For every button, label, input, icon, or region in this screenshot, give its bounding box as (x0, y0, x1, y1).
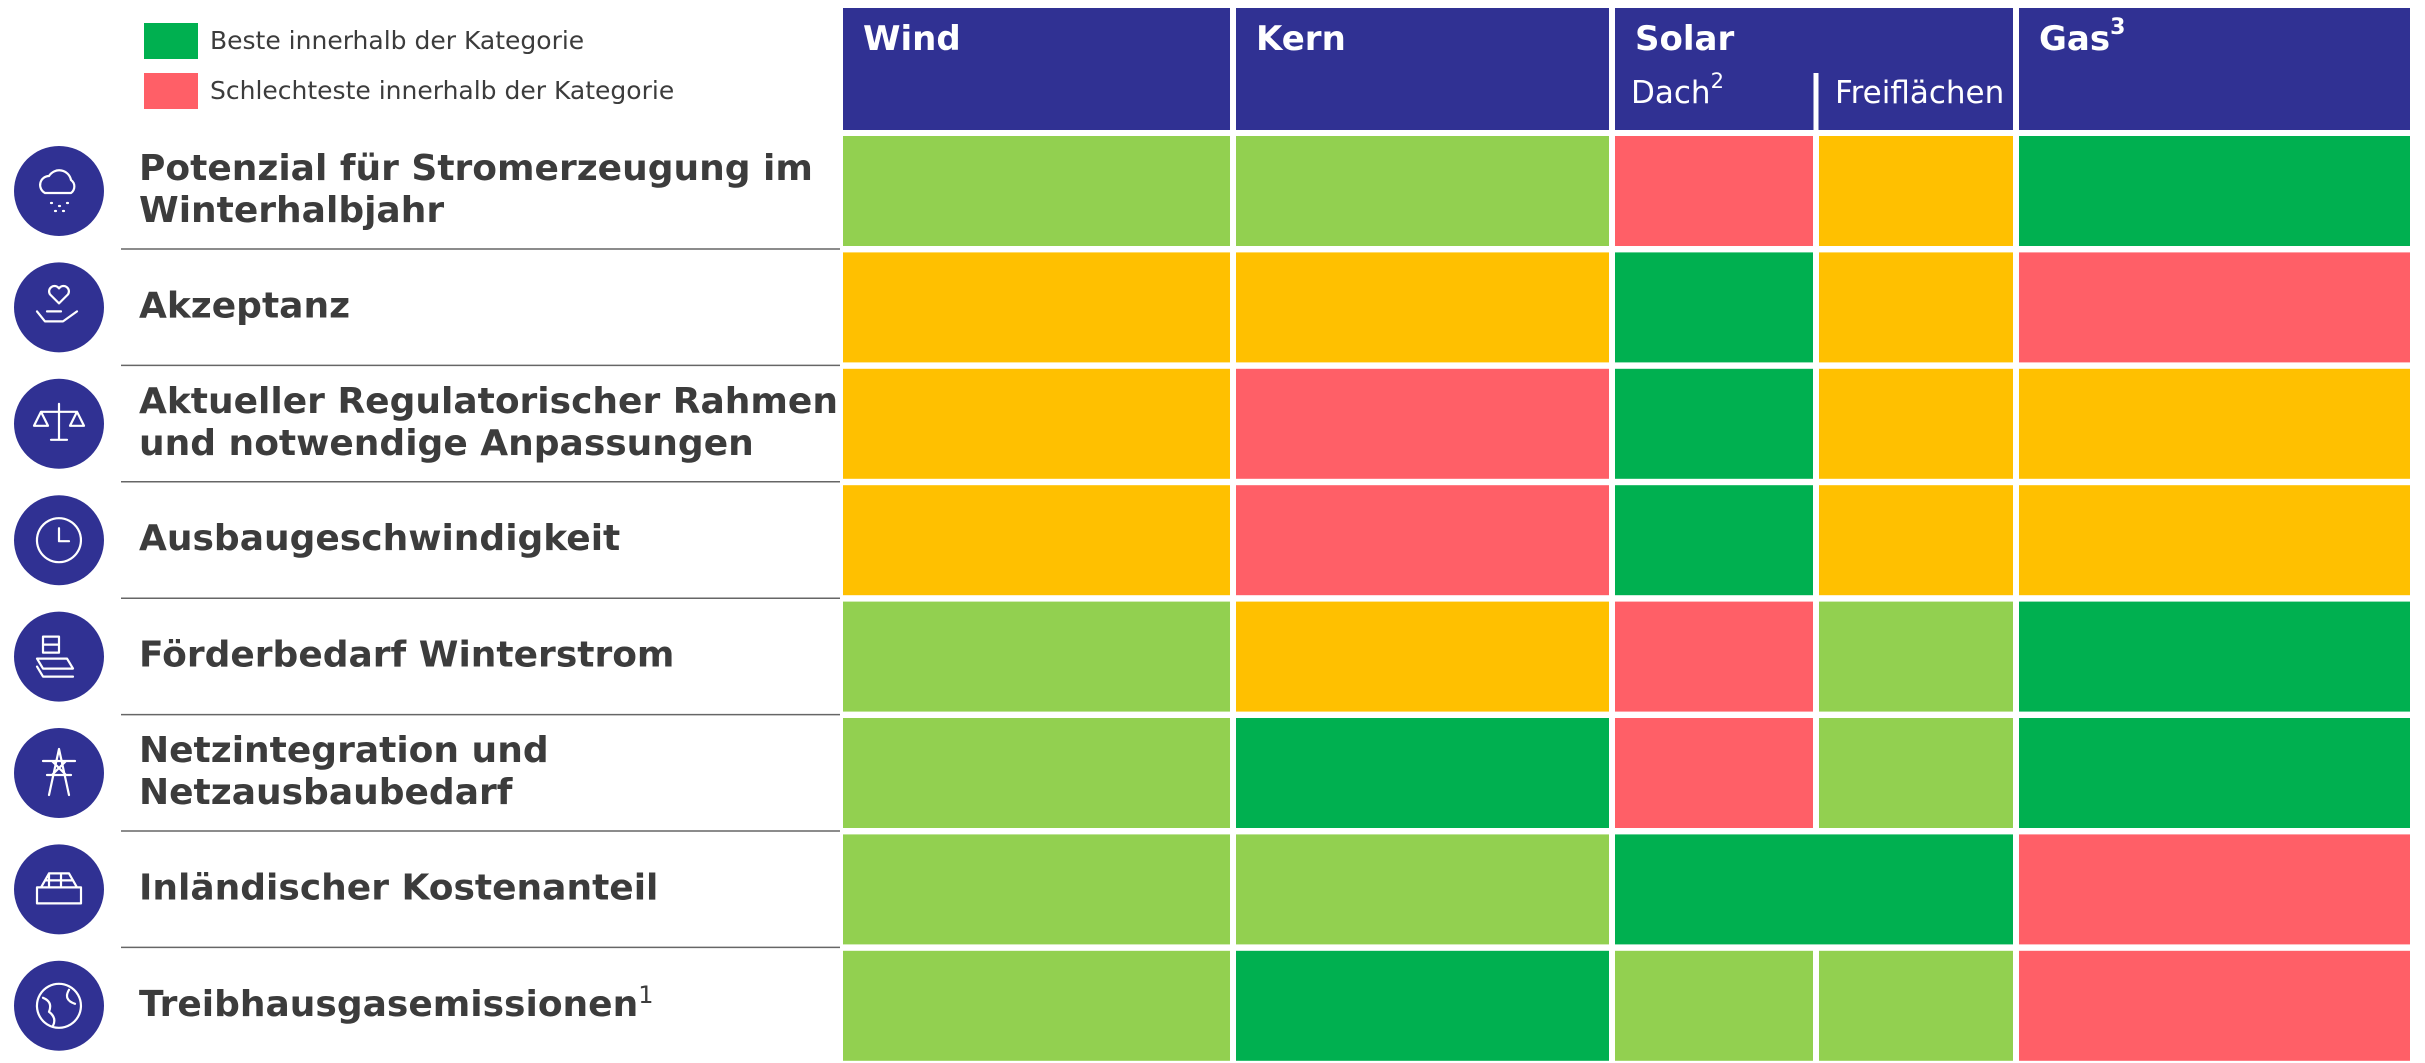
row-icon (35, 284, 79, 323)
rating-cell (1819, 718, 2013, 828)
rating-cell (843, 950, 1230, 1061)
rating-cell (2019, 368, 2410, 479)
column-header: Gas3 (2039, 15, 2125, 59)
rating-cell (2019, 950, 2410, 1061)
column-name: Wind (863, 19, 961, 59)
row-icon-bg (14, 146, 104, 236)
rating-cell (843, 136, 1230, 246)
rating-cell (1615, 718, 1813, 828)
rating-cell (1819, 368, 2013, 479)
row-label: und notwendige Anpassungen (139, 423, 754, 464)
rating-cell (1819, 950, 2013, 1061)
column-header: Solar (1635, 19, 1734, 59)
row-label: Netzausbaubedarf (139, 772, 513, 813)
legend-label: Schlechteste innerhalb der Kategorie (210, 76, 674, 105)
legend-swatch (144, 73, 198, 109)
row-label-text: Förderbedarf Winterstrom (139, 635, 674, 676)
row-icon (35, 982, 83, 1029)
rating-cell (1236, 136, 1609, 246)
row-label: Netzintegration und (139, 730, 549, 771)
row-icon-bg (14, 262, 104, 353)
footnote-mark: 2 (1711, 69, 1724, 93)
row-icon (41, 747, 77, 797)
footnote-mark: 1 (638, 981, 653, 1009)
row-label-text: Inländischer Kostenanteil (139, 867, 658, 908)
rating-cell (1819, 136, 2013, 246)
sub-header: Dach2 (1631, 69, 1724, 111)
rating-cell (1236, 485, 1609, 596)
row-label-text: und notwendige Anpassungen (139, 423, 754, 464)
header-cell (2019, 8, 2410, 130)
column-name: Solar (1635, 19, 1734, 59)
column-header: Kern (1256, 19, 1346, 59)
rating-cell (1819, 252, 2013, 363)
rating-cell (1615, 834, 2013, 945)
row-label: Potenzial für Stromerzeugung im (139, 148, 813, 189)
rating-cell (843, 718, 1230, 828)
rating-cell (1236, 950, 1609, 1061)
header-cell (843, 8, 1230, 130)
rating-cell (2019, 252, 2410, 363)
column-name: Gas (2039, 19, 2110, 59)
row-label-text: Aktueller Regulatorischer Rahmen (139, 381, 838, 422)
sub-name: Freiflächen (1835, 75, 2004, 111)
legend-label: Beste innerhalb der Kategorie (210, 26, 584, 55)
rating-cell (2019, 601, 2410, 712)
row-label-text: Netzausbaubedarf (139, 772, 513, 813)
rating-cell (2019, 136, 2410, 246)
row-label-text: Treibhausgasemissionen (139, 984, 638, 1025)
column-header: Wind (863, 19, 961, 59)
rating-cell (1236, 718, 1609, 828)
legend-swatch (144, 23, 198, 59)
row-label-text: Netzintegration und (139, 730, 549, 771)
row-icon (35, 517, 83, 564)
row-label: Ausbaugeschwindigkeit (139, 518, 620, 559)
row-label: Förderbedarf Winterstrom (139, 635, 674, 676)
row-icon (35, 872, 83, 905)
row-label-text: Potenzial für Stromerzeugung im (139, 148, 813, 189)
row-label: Inländischer Kostenanteil (139, 867, 658, 908)
rating-cell (843, 252, 1230, 363)
rating-cell (843, 485, 1230, 596)
rating-cell (1615, 950, 1813, 1061)
row-label-text: Winterhalbjahr (139, 190, 444, 231)
row-label: Treibhausgasemissionen1 (139, 981, 654, 1025)
row-icon (39, 169, 76, 213)
rating-cell (2019, 485, 2410, 596)
rating-cell (1819, 485, 2013, 596)
rating-cell (1236, 368, 1609, 479)
sub-header: Freiflächen (1835, 75, 2004, 111)
row-label-text: Ausbaugeschwindigkeit (139, 518, 620, 559)
rating-cell (843, 368, 1230, 479)
rating-cell (1615, 252, 1813, 363)
row-icon-bg (14, 844, 104, 935)
rating-cell (1615, 601, 1813, 712)
rating-cell (843, 834, 1230, 945)
rating-cell (2019, 718, 2410, 828)
row-icon-bg (14, 728, 104, 818)
row-label: Winterhalbjahr (139, 190, 444, 231)
row-label-text: Akzeptanz (139, 285, 350, 326)
rating-cell (2019, 834, 2410, 945)
rating-cell (1236, 834, 1609, 945)
rating-cell (1236, 252, 1609, 363)
sub-name: Dach (1631, 75, 1711, 111)
rating-cell (1819, 601, 2013, 712)
footnote-mark: 3 (2110, 15, 2125, 40)
rating-cell (1236, 601, 1609, 712)
rating-cell (1615, 485, 1813, 596)
row-icon (35, 635, 75, 678)
row-label: Aktueller Regulatorischer Rahmen (139, 381, 838, 422)
row-label: Akzeptanz (139, 285, 350, 326)
rating-cell (1615, 368, 1813, 479)
rating-cell (1615, 136, 1813, 246)
column-name: Kern (1256, 19, 1346, 59)
row-icon-bg (14, 611, 104, 702)
rating-cell (843, 601, 1230, 712)
header-cell (1236, 8, 1609, 130)
row-icon-bg (14, 960, 104, 1051)
row-icon (32, 402, 86, 441)
